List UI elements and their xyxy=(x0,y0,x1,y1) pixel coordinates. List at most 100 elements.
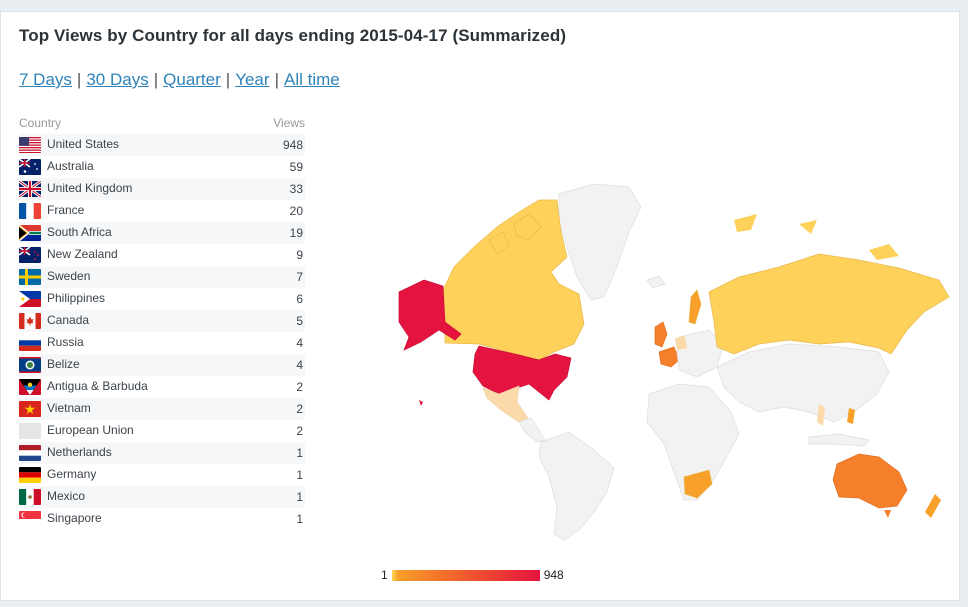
new-zealand-shape[interactable] xyxy=(925,494,941,518)
table-row: European Union 2 xyxy=(19,420,305,442)
indonesia-shape[interactable] xyxy=(808,433,870,447)
europe-shape[interactable] xyxy=(676,329,725,378)
table-row: France 20 xyxy=(19,200,305,222)
vietnam-shape[interactable] xyxy=(817,404,825,426)
usa-shape[interactable] xyxy=(472,345,572,401)
germany-netherlands-shape[interactable] xyxy=(675,336,687,350)
table-row: New Zealand 9 xyxy=(19,244,305,266)
period-link-all-time[interactable]: All time xyxy=(283,70,340,89)
table-row: South Africa 19 xyxy=(19,222,305,244)
views-cell: 20 xyxy=(289,204,303,218)
table-row: Belize 4 xyxy=(19,354,305,376)
views-cell: 59 xyxy=(289,160,303,174)
asia-shape[interactable] xyxy=(716,343,890,423)
sweden-shape[interactable] xyxy=(688,289,702,325)
views-column-header: Views xyxy=(273,116,305,130)
canada-shape[interactable] xyxy=(442,199,585,361)
country-name: Belize xyxy=(47,357,80,372)
country-cell: United Kingdom xyxy=(19,178,249,200)
country-cell: European Union xyxy=(19,420,248,442)
country-name: France xyxy=(47,203,85,218)
country-name: Australia xyxy=(47,159,94,174)
table-row: Vietnam 2 xyxy=(19,398,305,420)
world-map xyxy=(398,183,950,541)
country-cell: Antigua & Barbuda xyxy=(19,376,248,398)
views-cell: 33 xyxy=(248,178,305,200)
tasmania-shape[interactable] xyxy=(884,510,891,518)
country-name: New Zealand xyxy=(47,247,118,262)
philippines-shape[interactable] xyxy=(847,408,855,424)
us-flag-icon xyxy=(19,137,41,153)
country-cell: Sweden xyxy=(19,266,249,288)
fr-flag-icon xyxy=(19,203,41,219)
gb-flag-icon xyxy=(19,181,41,197)
views-cell: 1 xyxy=(296,468,303,482)
views-cell: 4 xyxy=(248,354,305,376)
south-america-shape[interactable] xyxy=(538,431,615,541)
uk-shape[interactable] xyxy=(654,321,668,348)
country-name: European Union xyxy=(47,423,134,438)
nz-flag-icon xyxy=(19,247,41,263)
country-cell: South Africa xyxy=(19,222,249,244)
russia-shape[interactable] xyxy=(708,253,950,355)
ag-flag-icon xyxy=(19,379,41,395)
se-flag-icon xyxy=(19,269,41,285)
country-name: Germany xyxy=(47,467,97,482)
period-link-30-days[interactable]: 30 Days xyxy=(86,70,149,89)
table-row: Germany 1 xyxy=(19,464,305,486)
country-cell: Mexico xyxy=(19,486,249,508)
views-cell: 4 xyxy=(296,336,303,350)
south-africa-shape[interactable] xyxy=(683,469,713,499)
za-flag-icon xyxy=(19,225,41,241)
country-cell: Australia xyxy=(19,156,248,178)
country-table: Country Views United States 948 Australia 5… xyxy=(19,116,305,530)
country-cell: United States xyxy=(19,134,249,156)
mx-flag-icon xyxy=(19,489,41,505)
central-america-shape[interactable] xyxy=(518,417,546,443)
canada-islands-shape[interactable] xyxy=(488,213,542,255)
country-name: Canada xyxy=(47,313,90,328)
table-header-row: Country Views xyxy=(19,116,305,134)
table-row: Australia 59 xyxy=(19,156,305,178)
country-cell: Singapore xyxy=(19,508,248,530)
views-cell: 7 xyxy=(248,266,305,288)
country-column-header: Country xyxy=(19,116,62,130)
map-legend: 1 948 xyxy=(381,568,564,582)
ca-flag-icon xyxy=(19,313,41,329)
russia-north-islands-shape[interactable] xyxy=(734,214,899,260)
table-row: Philippines 6 xyxy=(19,288,305,310)
views-cell: 1 xyxy=(248,442,305,464)
mexico-shape[interactable] xyxy=(482,385,530,423)
country-name: Netherlands xyxy=(47,445,112,460)
table-row: Sweden 7 xyxy=(19,266,305,288)
country-name: Russia xyxy=(47,335,84,350)
views-cell: 1 xyxy=(248,486,305,508)
australia-shape[interactable] xyxy=(832,453,908,509)
legend-min-value: 1 xyxy=(381,568,388,582)
views-cell: 948 xyxy=(248,134,305,156)
alaska-shape[interactable] xyxy=(398,279,462,351)
views-cell: 1 xyxy=(296,512,303,526)
france-shape[interactable] xyxy=(658,346,680,368)
ph-flag-icon xyxy=(19,291,41,307)
table-row: Antigua & Barbuda 2 xyxy=(19,376,305,398)
table-row: Netherlands 1 xyxy=(19,442,305,464)
country-cell: Vietnam xyxy=(19,398,249,420)
bz-flag-icon xyxy=(19,357,41,373)
country-name: Mexico xyxy=(47,489,86,504)
au-flag-icon xyxy=(19,159,41,175)
views-cell: 9 xyxy=(296,248,303,262)
legend-max-value: 948 xyxy=(543,568,564,582)
greenland-shape[interactable] xyxy=(558,183,642,301)
views-cell: 6 xyxy=(296,292,303,306)
period-link-7-days[interactable]: 7 Days xyxy=(19,70,72,89)
period-link-year[interactable]: Year xyxy=(235,70,270,89)
country-name: Sweden xyxy=(47,269,91,284)
eu-flag-icon xyxy=(19,423,41,439)
hawaii-shape[interactable] xyxy=(419,400,423,406)
iceland-shape[interactable] xyxy=(646,275,666,289)
page-title: Top Views by Country for all days ending… xyxy=(19,26,567,45)
views-cell: 2 xyxy=(248,398,305,420)
country-name: Antigua & Barbuda xyxy=(47,379,148,394)
period-link-quarter[interactable]: Quarter xyxy=(163,70,221,89)
